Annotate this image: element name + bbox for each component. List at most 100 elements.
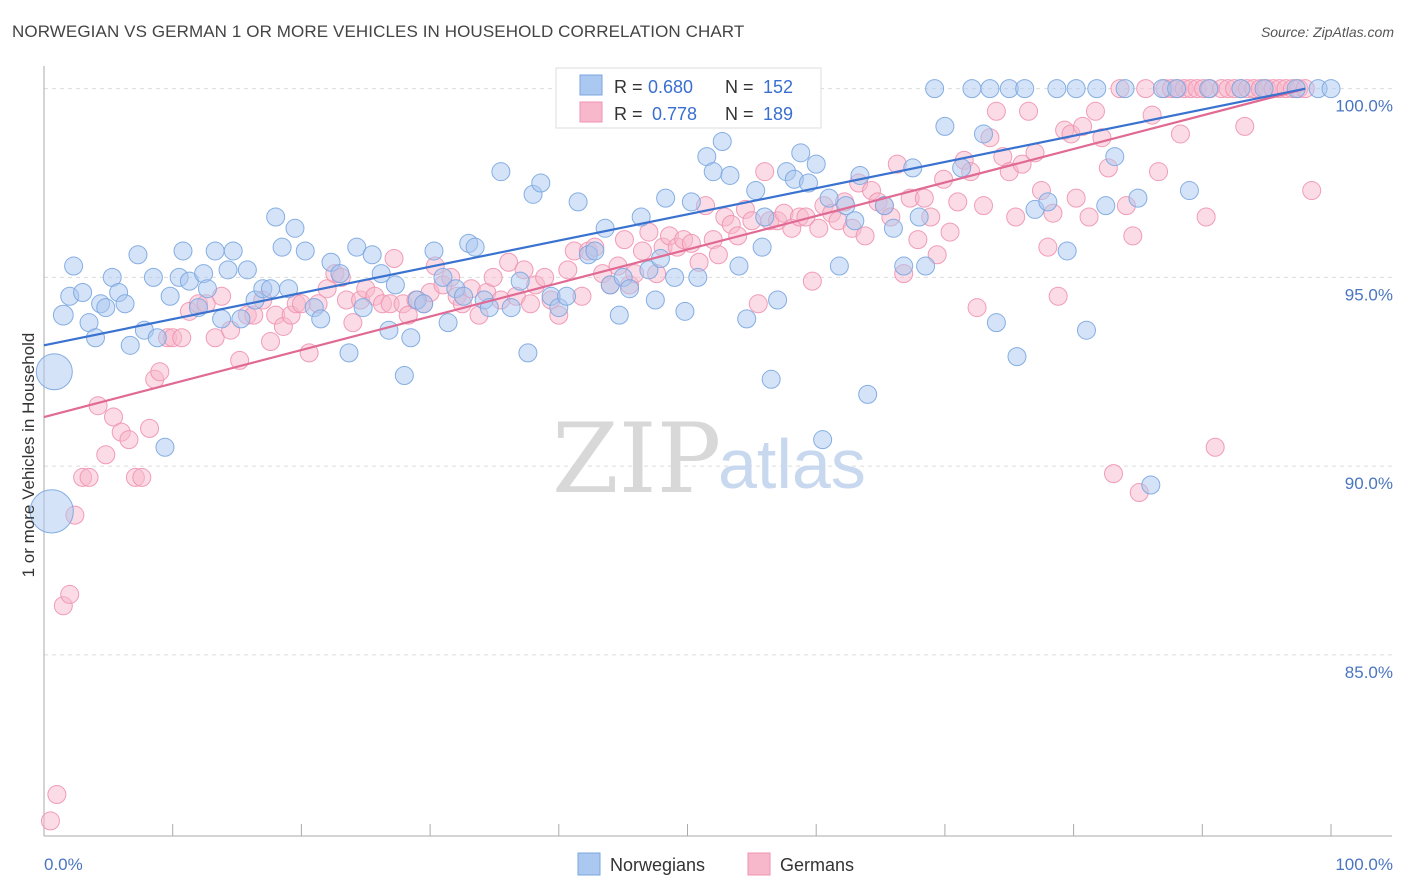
norwegians-point <box>1087 79 1107 99</box>
germans-point <box>1302 181 1322 201</box>
germans-point <box>940 222 960 242</box>
y-tick-label: 90.0% <box>1345 474 1393 493</box>
norwegians-point <box>639 260 659 280</box>
norwegians-point <box>29 489 74 534</box>
norwegians-point <box>883 218 903 238</box>
norwegians-point <box>909 207 929 227</box>
germans-point <box>1196 207 1216 227</box>
germans-point <box>47 784 67 804</box>
norwegians-point <box>675 301 695 321</box>
norwegians-point <box>1076 320 1096 340</box>
norwegians-point <box>737 309 757 329</box>
germans-point <box>261 332 281 352</box>
norwegians-point <box>285 218 305 238</box>
norwegians-trend-line <box>43 87 1306 347</box>
germans-point <box>150 362 170 382</box>
norwegians-point <box>353 298 373 318</box>
bottom-legend: Norwegians Germans <box>577 852 854 876</box>
norwegians-point <box>385 275 405 295</box>
germans-point <box>558 260 578 280</box>
norwegians-point <box>845 211 865 231</box>
norwegians-point <box>609 305 629 325</box>
norwegians-point <box>330 264 350 284</box>
legend-box: R = 0.680 N = 152 R = 0.778 N = 189 <box>555 67 822 129</box>
germans-point <box>1170 124 1190 144</box>
norwegians-point <box>339 343 359 363</box>
germans-point <box>1235 116 1255 136</box>
norwegians-point <box>531 173 551 193</box>
germans-point <box>535 267 555 287</box>
norwegians-point <box>1007 347 1027 367</box>
norwegians-point <box>120 335 140 355</box>
legend-germans-n-label: N = <box>725 104 754 124</box>
germans-point <box>1073 116 1093 136</box>
germans-point <box>172 328 192 348</box>
norwegians-point <box>813 430 833 450</box>
norwegians-point <box>962 79 982 99</box>
bottom-legend-germans-swatch <box>747 852 771 876</box>
norwegians-point <box>295 241 315 261</box>
norwegians-point <box>223 241 243 261</box>
norwegians-point <box>205 241 225 261</box>
norwegians-point <box>64 256 84 276</box>
germans-trend-line <box>43 87 1306 419</box>
legend-germans-n-value: 189 <box>763 104 793 124</box>
norwegians-point <box>1115 79 1135 99</box>
norwegians-point <box>656 188 676 208</box>
norwegians-point <box>73 282 93 302</box>
norwegians-point <box>829 256 849 276</box>
germans-point <box>96 445 116 465</box>
legend-norwegians-n-label: N = <box>725 77 754 97</box>
norwegians-point <box>952 158 972 178</box>
germans-point <box>520 294 540 314</box>
trend-lines <box>43 87 1306 419</box>
germans-point <box>1038 237 1058 257</box>
norwegians-point <box>935 116 955 136</box>
germans-point <box>119 430 139 450</box>
germans-point <box>60 584 80 604</box>
germans-point <box>1205 437 1225 457</box>
watermark-atlas: atlas <box>718 425 866 503</box>
norwegians-point <box>858 384 878 404</box>
norwegians-point <box>729 256 749 276</box>
norwegians-point <box>424 241 444 261</box>
germans-point <box>708 245 728 265</box>
norwegians-point <box>980 79 1000 99</box>
tick-labels: 85.0% 90.0% 95.0% 100.0% 0.0% 100.0% <box>44 97 1393 874</box>
norwegians-point <box>645 290 665 310</box>
germans-point <box>914 188 934 208</box>
norwegians-point <box>465 237 485 257</box>
norwegians-point <box>703 162 723 182</box>
norwegians-point <box>681 192 701 212</box>
norwegians-point <box>761 369 781 389</box>
norwegians-point <box>218 260 238 280</box>
norwegians-point <box>1167 79 1187 99</box>
germans-point <box>1136 79 1156 99</box>
norwegians-point <box>1047 79 1067 99</box>
norwegians-point <box>501 298 521 318</box>
norwegians-point <box>143 267 163 287</box>
norwegians-point <box>155 437 175 457</box>
germans-point <box>986 101 1006 121</box>
legend-norwegians-n-value: 152 <box>763 77 793 97</box>
norwegians-point <box>433 267 453 287</box>
norwegians-point <box>557 286 577 306</box>
norwegians-point <box>595 218 615 238</box>
norwegians-point <box>755 207 775 227</box>
germans-point <box>1085 101 1105 121</box>
axes <box>43 66 1392 837</box>
norwegians-point <box>128 245 148 265</box>
norwegians-point <box>752 237 772 257</box>
norwegians-point <box>819 188 839 208</box>
germans-point <box>1019 101 1039 121</box>
norwegians-point <box>438 313 458 333</box>
norwegians-point <box>85 328 105 348</box>
norwegians-point <box>1179 181 1199 201</box>
norwegians-point <box>1141 475 1161 495</box>
norwegians-point <box>394 366 414 386</box>
norwegians-point <box>850 165 870 185</box>
norwegians-point <box>147 328 167 348</box>
germans-point <box>343 313 363 333</box>
norwegians-point <box>720 165 740 185</box>
